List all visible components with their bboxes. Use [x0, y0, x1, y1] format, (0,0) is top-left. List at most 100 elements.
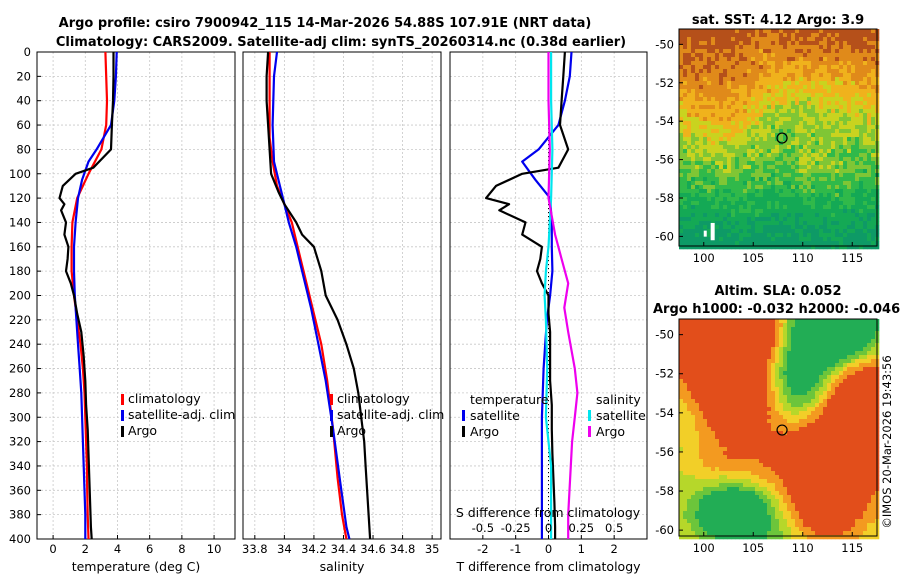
map-cell: [707, 339, 711, 343]
map-cell: [731, 57, 735, 61]
map-cell: [791, 443, 795, 447]
map-cell: [679, 229, 683, 233]
map-cell: [735, 423, 739, 427]
map-cell: [815, 117, 819, 121]
map-cell: [871, 141, 875, 145]
map-cell: [859, 351, 863, 355]
map-cell: [699, 229, 703, 233]
map-cell: [811, 213, 815, 217]
map-cell: [731, 73, 735, 77]
map-cell: [783, 237, 787, 241]
map-cell: [699, 439, 703, 443]
map-cell: [707, 93, 711, 97]
map-cell: [835, 97, 839, 101]
map-cell: [831, 161, 835, 165]
map-cell: [707, 479, 711, 483]
map-cell: [715, 101, 719, 105]
map-cell: [703, 431, 707, 435]
map-cell: [699, 463, 703, 467]
map-cell: [795, 471, 799, 475]
map-cell: [687, 173, 691, 177]
map-cell: [735, 53, 739, 57]
map-cell: [847, 125, 851, 129]
map-cell: [815, 459, 819, 463]
map-cell: [775, 323, 779, 327]
map-cell: [747, 347, 751, 351]
map-cell: [799, 133, 803, 137]
map-cell: [739, 37, 743, 41]
map-cell: [683, 343, 687, 347]
map-cell: [871, 37, 875, 41]
map-cell: [827, 109, 831, 113]
map-cell: [871, 201, 875, 205]
map-cell: [715, 33, 719, 37]
map-cell: [779, 181, 783, 185]
map-cell: [863, 133, 867, 137]
map-cell: [811, 439, 815, 443]
map-cell: [791, 419, 795, 423]
map-cell: [839, 455, 843, 459]
map-cell: [847, 29, 851, 33]
map-cell: [783, 129, 787, 133]
map-cell: [719, 45, 723, 49]
map-cell: [711, 213, 715, 217]
map-cell: [707, 53, 711, 57]
map-cell: [815, 451, 819, 455]
map-cell: [859, 205, 863, 209]
map-cell: [843, 221, 847, 225]
map-cell: [827, 137, 831, 141]
map-cell: [715, 241, 719, 245]
map-cell: [683, 379, 687, 383]
map-cell: [839, 141, 843, 145]
map-cell: [691, 173, 695, 177]
map-cell: [835, 53, 839, 57]
map-cell: [747, 209, 751, 213]
map-cell: [783, 367, 787, 371]
map-cell: [811, 319, 815, 323]
map-cell: [771, 467, 775, 471]
map-cell: [815, 181, 819, 185]
map-cell: [831, 475, 835, 479]
map-cell: [715, 61, 719, 65]
map-cell: [851, 423, 855, 427]
map-cell: [775, 339, 779, 343]
map-cell: [851, 101, 855, 105]
map-cell: [719, 427, 723, 431]
map-cell: [867, 423, 871, 427]
map-cell: [859, 411, 863, 415]
map-cell: [755, 177, 759, 181]
map-cell: [855, 327, 859, 331]
map-cell: [771, 355, 775, 359]
map-cell: [679, 125, 683, 129]
map-cell: [727, 113, 731, 117]
map-cell: [807, 423, 811, 427]
map-cell: [743, 387, 747, 391]
map-cell: [707, 475, 711, 479]
map-cell: [767, 367, 771, 371]
map-cell: [775, 335, 779, 339]
map-cell: [731, 117, 735, 121]
map-cell: [679, 57, 683, 61]
map-cell: [747, 427, 751, 431]
map-cell: [835, 331, 839, 335]
map-cell: [691, 331, 695, 335]
map-cell: [855, 443, 859, 447]
map-cell: [859, 435, 863, 439]
map-cell: [683, 435, 687, 439]
map-cell: [847, 205, 851, 209]
map-cell: [683, 109, 687, 113]
map-cell: [823, 213, 827, 217]
map-cell: [803, 391, 807, 395]
map-cell: [719, 93, 723, 97]
map-cell: [763, 241, 767, 245]
map-cell: [779, 475, 783, 479]
map-cell: [719, 49, 723, 53]
map-cell: [863, 225, 867, 229]
map-cell: [779, 419, 783, 423]
map-cell: [727, 233, 731, 237]
map-cell: [819, 443, 823, 447]
map-cell: [747, 109, 751, 113]
map-cell: [723, 451, 727, 455]
map-cell: [759, 407, 763, 411]
map-cell: [815, 61, 819, 65]
